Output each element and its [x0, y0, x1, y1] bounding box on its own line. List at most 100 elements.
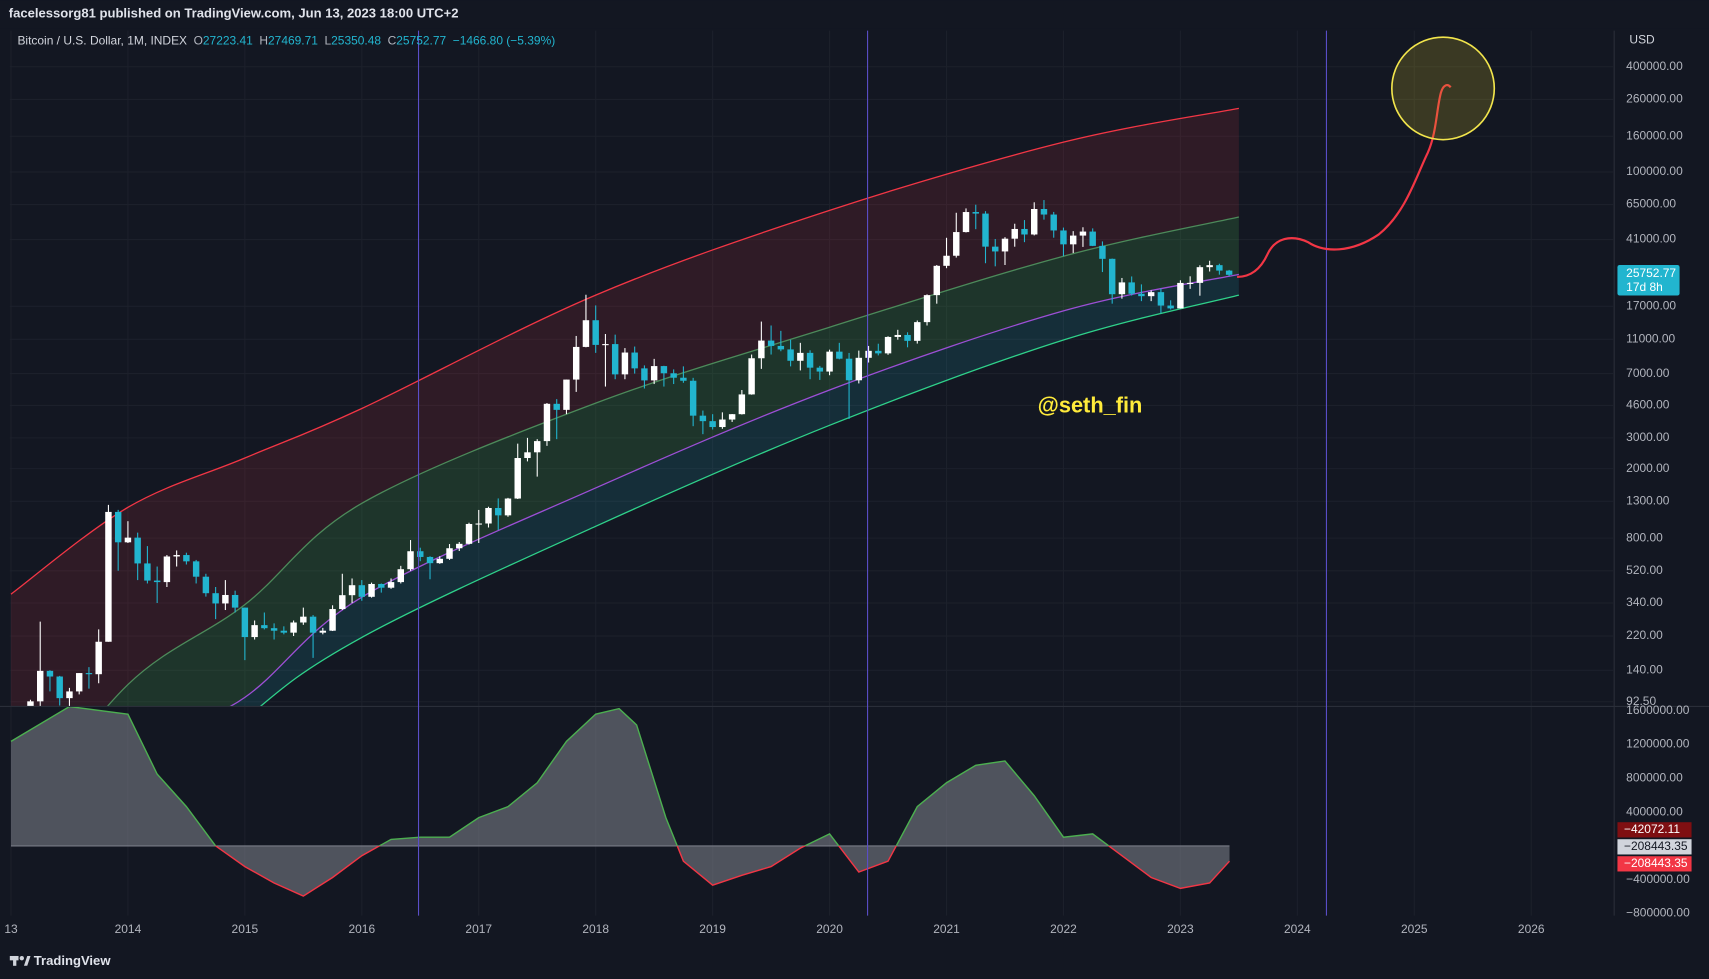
candle-body — [348, 585, 356, 596]
candle-body — [485, 507, 492, 524]
candle-body — [534, 441, 541, 453]
candle-body — [933, 265, 940, 296]
grid — [9, 30, 1614, 916]
candle-body — [280, 630, 288, 633]
candle-body — [1060, 230, 1067, 245]
candle-body — [758, 340, 765, 359]
value-label-box — [1617, 856, 1692, 872]
candle-body — [114, 511, 122, 543]
y-tick-label: 17000.00 — [1626, 298, 1676, 312]
target-circle — [1391, 36, 1496, 141]
candle-body — [699, 415, 707, 422]
header-bar — [0, 0, 1709, 29]
candle-body — [261, 625, 268, 629]
candle-body — [816, 367, 824, 372]
change: −1466.80 (−5.39%) — [453, 34, 555, 48]
ohlc-value: 25752.77 — [396, 34, 446, 48]
y-tick-label: −800000.00 — [1626, 906, 1690, 920]
candle-body — [475, 523, 482, 525]
oscillator-pane — [10, 706, 1231, 897]
candle-body — [836, 351, 843, 359]
candle-body — [806, 352, 814, 368]
x-tick-label: 2015 — [232, 922, 259, 936]
candle-body — [904, 334, 911, 341]
y-tick-label: 400000.00 — [1626, 59, 1683, 73]
candle-body — [1108, 258, 1116, 295]
oscillator-line — [10, 706, 1110, 846]
candle-body — [329, 609, 336, 631]
candle-body — [923, 295, 931, 323]
candle-body — [465, 523, 473, 544]
candle-body — [797, 352, 804, 361]
candle-body — [222, 594, 229, 604]
candle-body — [943, 255, 950, 266]
candle-body — [134, 537, 141, 564]
ohlc-key: L — [324, 34, 331, 48]
x-tick-label: 2019 — [699, 922, 726, 936]
band-fill — [230, 274, 1239, 707]
candle-body — [300, 616, 307, 623]
candle-body — [641, 368, 648, 381]
candle-body — [368, 583, 375, 597]
candle-body — [728, 414, 736, 420]
candle-body — [1206, 265, 1213, 268]
candle-body — [1021, 228, 1028, 235]
candle-body — [309, 616, 317, 633]
candle-body — [1089, 231, 1096, 246]
y-tick-label: 520.00 — [1626, 563, 1663, 577]
candle-body — [914, 322, 921, 341]
band-line — [106, 216, 1240, 707]
candle-body — [319, 630, 327, 633]
candle-body — [36, 670, 44, 702]
candle-body — [1118, 282, 1126, 295]
symbol: Bitcoin / U.S. Dollar, 1M, INDEX — [17, 34, 187, 48]
candle-body — [56, 676, 63, 699]
candle-body — [144, 563, 151, 581]
band-fill — [107, 216, 1239, 707]
ohlc-value: 27223.41 — [203, 34, 253, 48]
candle-body — [27, 701, 34, 707]
x-tick-label: 2020 — [816, 922, 843, 936]
brand: TradingView — [34, 953, 112, 968]
candle-body — [543, 403, 551, 442]
candle-body — [1147, 292, 1155, 297]
price-label-box — [1617, 264, 1680, 296]
oscillator-line-negative — [214, 845, 1231, 897]
y-tick-label: 1200000.00 — [1626, 737, 1690, 751]
x-tick-label: 2022 — [1050, 922, 1077, 936]
candle-body — [611, 344, 619, 375]
y-tick-label: 220.00 — [1626, 628, 1663, 642]
ohlc-key: C — [388, 34, 397, 48]
candle-body — [670, 373, 677, 378]
candle-body — [124, 537, 132, 543]
y-tick-label: 3000.00 — [1626, 430, 1670, 444]
candle-body — [992, 246, 999, 252]
ohlc-value: 27469.71 — [268, 34, 318, 48]
candle-body — [962, 212, 970, 233]
price-pane — [10, 107, 1240, 707]
legend: Bitcoin / U.S. Dollar, 1M, INDEX O27223.4… — [17, 34, 555, 48]
x-tick-label: 2024 — [1284, 922, 1311, 936]
candle-body — [582, 320, 590, 347]
candle-body — [719, 419, 726, 428]
candle-body — [1050, 214, 1057, 231]
candle-body — [75, 673, 83, 692]
candle-body — [884, 336, 892, 354]
candle-body — [602, 344, 609, 346]
candle-body — [436, 558, 443, 564]
candle-body — [982, 213, 989, 247]
x-tick-label: 2023 — [1167, 922, 1194, 936]
candle-body — [202, 576, 210, 594]
candle-body — [1031, 209, 1038, 235]
candle-body — [631, 352, 638, 369]
candle-body — [378, 583, 385, 588]
y-tick-label: 260000.00 — [1626, 92, 1683, 106]
value-label: −42072.11 — [1624, 822, 1680, 836]
value-label-box — [1617, 822, 1692, 838]
candle-body — [387, 582, 395, 588]
ohlc-key: O — [194, 34, 203, 48]
candle-body — [855, 357, 863, 381]
candle-body — [524, 452, 531, 459]
x-tick-label: 2026 — [1518, 922, 1545, 936]
x-tick-label: 2016 — [348, 922, 375, 936]
